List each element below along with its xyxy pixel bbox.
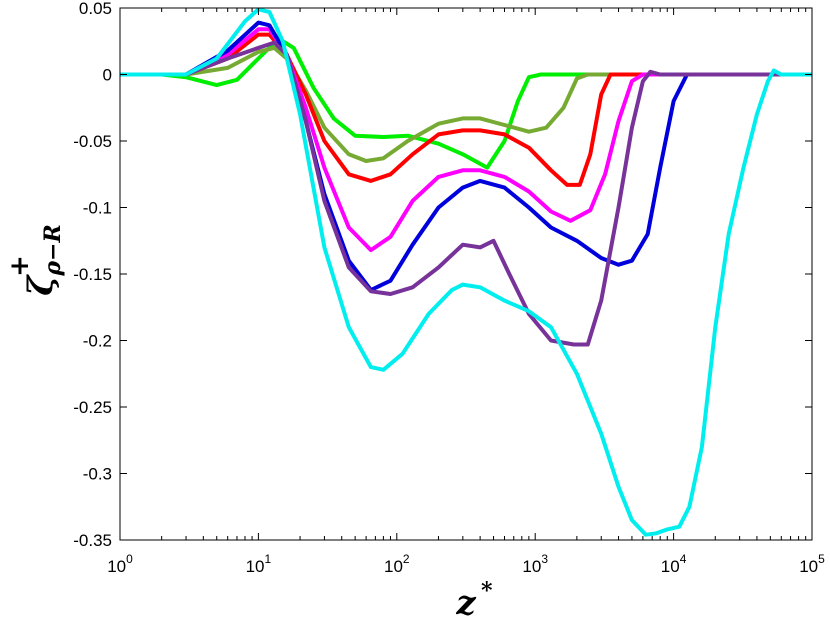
- y-tick-label: -0.3: [83, 465, 112, 484]
- x-axis-label-sup: *: [481, 578, 493, 604]
- y-axis-label: ζρ−R +: [5, 224, 66, 296]
- series-line-3: [120, 32, 812, 187]
- x-tick-label: 101: [246, 552, 272, 576]
- y-axis-label-base: ζ: [21, 274, 61, 296]
- y-tick-label: -0.15: [73, 265, 112, 284]
- y-axis-label-sup: +: [5, 255, 35, 277]
- plot-frame: [119, 7, 813, 541]
- y-tick-label: -0.05: [73, 132, 112, 151]
- series-line-7: [120, 8, 812, 537]
- x-tick-label: 102: [384, 552, 410, 576]
- y-tick-label: -0.25: [73, 398, 112, 417]
- y-tick-label: -0.35: [73, 531, 112, 550]
- y-tick-label: 0: [103, 66, 112, 85]
- x-tick-label: 104: [661, 552, 687, 576]
- series-line-2: [120, 45, 812, 163]
- y-tick-label: 0.05: [79, 0, 112, 18]
- series-line-4: [120, 27, 812, 253]
- x-tick-label: 100: [107, 552, 133, 576]
- y-axis-label-sub: ρ−R: [40, 224, 66, 276]
- x-tick-label: 103: [522, 552, 548, 576]
- y-tick-label: -0.2: [83, 332, 112, 351]
- y-tick-label: -0.1: [83, 199, 112, 218]
- series-line-5: [120, 20, 812, 292]
- x-axis-label: z *: [455, 578, 493, 621]
- series-line-6: [120, 40, 812, 347]
- series-line-1: [120, 36, 812, 170]
- x-tick-label: 105: [799, 552, 825, 576]
- svg-text:ζρ−R: ζρ−R: [21, 224, 66, 296]
- x-axis-label-base: z: [455, 583, 476, 621]
